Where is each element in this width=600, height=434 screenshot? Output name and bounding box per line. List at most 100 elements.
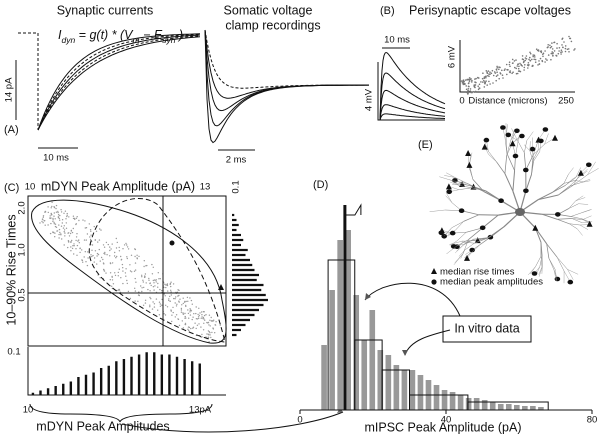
texture-dot (57, 210, 59, 213)
texture-dot (75, 248, 77, 250)
texture-dot (149, 306, 151, 308)
texture-dot (151, 273, 154, 275)
texture-dot (158, 314, 161, 316)
texture-dot (62, 227, 65, 229)
texture-dot (529, 52, 532, 55)
texture-dot (142, 304, 145, 306)
texture-dot (92, 254, 94, 257)
dendrite (463, 183, 474, 187)
bar (481, 400, 488, 410)
texture-dot (471, 81, 473, 83)
texture-dot (171, 320, 173, 323)
texture-dot (169, 283, 171, 286)
dendrite (439, 176, 453, 181)
marker (523, 188, 529, 194)
texture-dot (193, 313, 195, 315)
trace (204, 29, 369, 127)
texture-dot (70, 250, 72, 252)
texture-dot (54, 236, 56, 238)
panel-label: (D) (313, 179, 328, 191)
texture-dot (143, 286, 145, 289)
texture-dot (127, 248, 130, 250)
texture-dot (473, 84, 476, 86)
texture-dot (171, 314, 173, 316)
dendrite (524, 140, 528, 153)
trace (204, 29, 369, 89)
texture-dot (199, 312, 201, 314)
texture-dot (53, 223, 55, 225)
trace (379, 89, 446, 121)
texture-dot (143, 260, 145, 262)
texture-dot (126, 246, 129, 248)
dendrite (450, 181, 460, 186)
texture-dot (43, 220, 45, 222)
texture-dot (154, 285, 156, 287)
bar (522, 406, 528, 410)
axis-label: 0.1 (231, 180, 242, 193)
texture-dot (129, 270, 132, 272)
marker (452, 178, 458, 183)
texture-dot (53, 221, 55, 224)
texture-dot (480, 81, 482, 83)
texture-dot (521, 55, 524, 57)
mean-flag (344, 203, 362, 216)
texture-dot (207, 336, 210, 339)
texture-dot (58, 233, 60, 236)
texture-dot (149, 282, 151, 284)
texture-dot (134, 255, 136, 258)
texture-dot (547, 46, 549, 48)
texture-dot (77, 240, 79, 242)
texture-dot (184, 315, 186, 318)
dendrite (540, 256, 543, 268)
axis-label: 0 (459, 96, 464, 107)
texture-dot (78, 219, 80, 222)
texture-dot (513, 60, 516, 62)
texture-dot (103, 246, 106, 248)
texture-dot (465, 79, 467, 81)
texture-dot (464, 83, 466, 85)
texture-dot (467, 85, 470, 88)
texture-dot (177, 295, 179, 297)
dendrite (581, 218, 590, 223)
texture-dot (177, 289, 179, 291)
dendrite (504, 155, 508, 174)
texture-dot (483, 86, 486, 88)
texture-dot (64, 235, 66, 237)
texture-dot (515, 67, 517, 70)
texture-dot (185, 300, 187, 303)
texture-dot (487, 70, 490, 72)
texture-dot (467, 82, 470, 85)
texture-dot (76, 254, 78, 256)
neuron-morphology (429, 123, 599, 285)
connector (364, 282, 461, 317)
texture-dot (94, 239, 97, 241)
texture-dot (166, 283, 169, 285)
texture-dot (472, 90, 475, 93)
texture-dot (175, 305, 178, 307)
texture-dot (468, 80, 471, 82)
dendrite (568, 200, 576, 209)
texture-dot (169, 295, 171, 298)
texture-dot (219, 324, 221, 326)
texture-dot (157, 309, 159, 311)
texture-dot (550, 45, 553, 48)
texture-dot (198, 323, 200, 325)
dendrite (455, 177, 468, 184)
texture-dot (64, 210, 67, 212)
marker (531, 271, 538, 276)
texture-dot (94, 250, 97, 252)
texture-dot (527, 62, 530, 64)
texture-dot (148, 279, 150, 281)
texture-dot (170, 281, 172, 283)
equation-part: I (58, 28, 62, 42)
texture-dot (66, 215, 68, 218)
texture-dot (121, 263, 124, 266)
texture-dot (178, 301, 180, 303)
dendrite (458, 187, 472, 190)
axes (377, 62, 445, 121)
texture-dot (68, 232, 70, 234)
texture-dot (166, 306, 169, 308)
dendrite (449, 240, 458, 246)
texture-dot (491, 69, 494, 72)
dendrite (463, 239, 474, 245)
